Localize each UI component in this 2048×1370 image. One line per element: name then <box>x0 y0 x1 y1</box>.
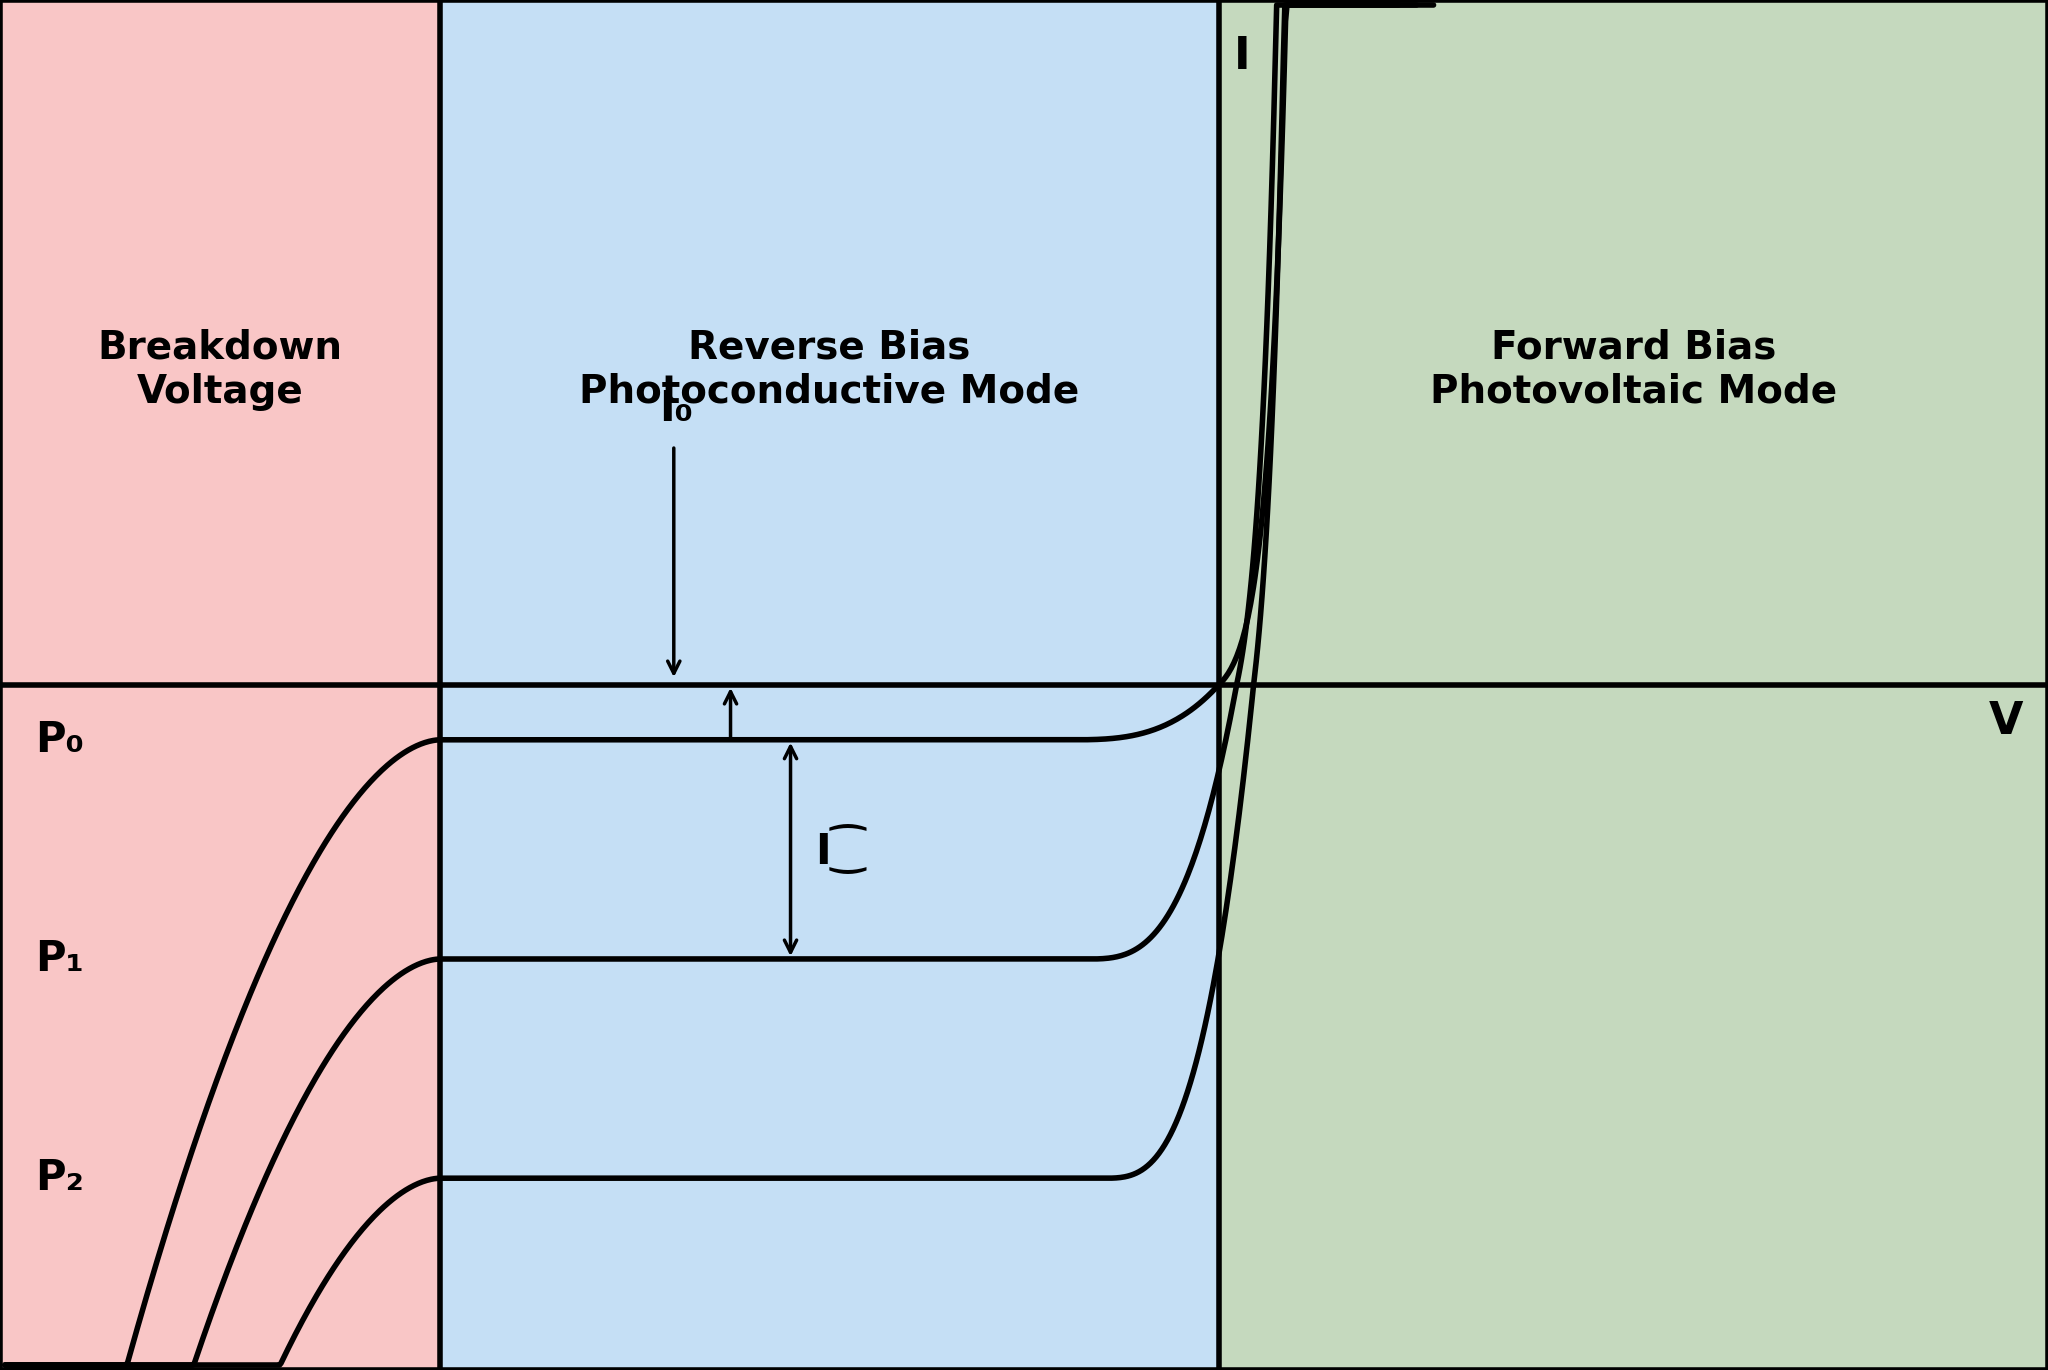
Text: I₀: I₀ <box>659 388 692 430</box>
Text: P₁: P₁ <box>35 938 84 980</box>
Bar <box>440 0 1219 1370</box>
Text: V: V <box>1989 700 2023 743</box>
Text: Forward Bias
Photovoltaic Mode: Forward Bias Photovoltaic Mode <box>1430 329 1837 411</box>
Bar <box>0 0 440 1370</box>
Bar <box>1219 0 2048 1370</box>
Text: I⁐: I⁐ <box>815 825 866 874</box>
Text: Reverse Bias
Photoconductive Mode: Reverse Bias Photoconductive Mode <box>580 329 1079 411</box>
Text: I: I <box>1233 36 1249 78</box>
Text: P₂: P₂ <box>35 1158 84 1199</box>
Text: Breakdown
Voltage: Breakdown Voltage <box>98 329 342 411</box>
Text: P₀: P₀ <box>35 719 84 760</box>
